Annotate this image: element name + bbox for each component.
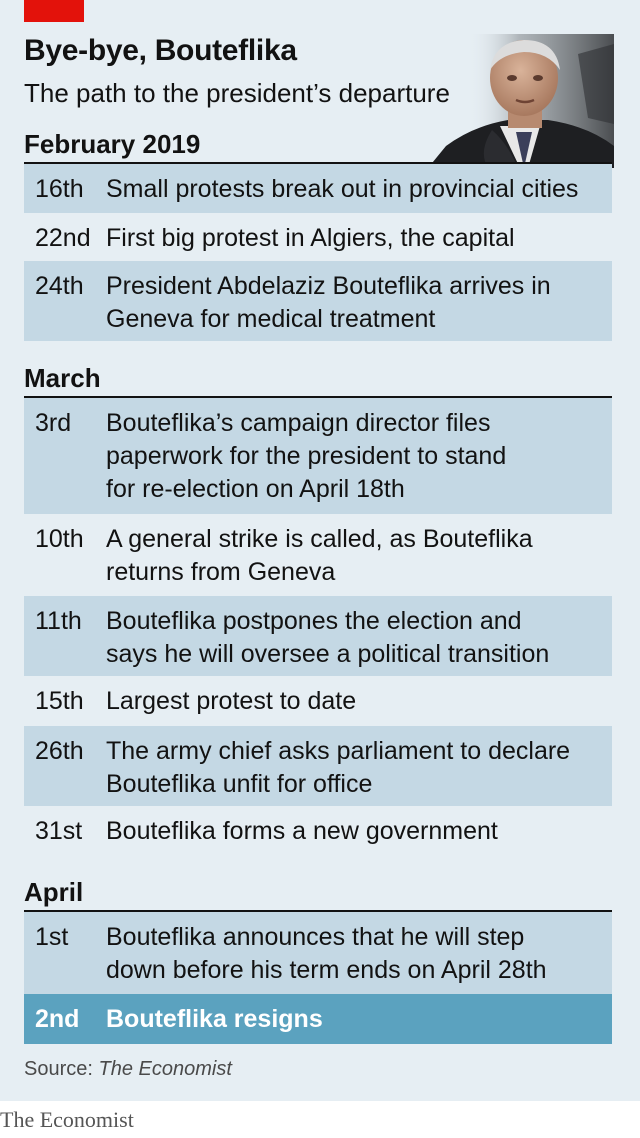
brand-wordmark: The Economist: [0, 1107, 134, 1132]
timeline-row: 11th Bouteflika postpones the election a…: [24, 596, 612, 676]
month-rule: [24, 910, 612, 912]
event-text: A general strike is called, as Bouteflik…: [106, 525, 533, 586]
chart-panel: Bye-bye, Bouteflika The path to the pres…: [0, 0, 640, 1101]
page-title: Bye-bye, Bouteflika: [24, 34, 297, 67]
event-day: 1st: [35, 923, 69, 951]
month-heading: April: [24, 877, 84, 907]
event-day: 3rd: [35, 409, 72, 437]
month-heading: February 2019: [24, 129, 201, 159]
timeline-row: 10th A general strike is called, as Bout…: [24, 514, 612, 596]
timeline-row: 26th The army chief asks parliament to d…: [24, 726, 612, 806]
red-tag: [24, 0, 84, 22]
timeline-row: 1st Bouteflika announces that he will st…: [24, 912, 612, 994]
month-rule: [24, 162, 612, 164]
source-note: Source: The Economist: [24, 1058, 232, 1081]
source-label: Source:: [24, 1058, 99, 1080]
event-text: Bouteflika resigns: [106, 1005, 323, 1033]
event-day: 2nd: [35, 1005, 80, 1033]
event-text: Bouteflika’s campaign director files pape…: [106, 409, 507, 503]
event-text: Bouteflika announces that he will step do…: [106, 923, 547, 984]
event-day: 22nd: [35, 224, 91, 252]
event-text: Small protests break out in provincial c…: [106, 175, 579, 203]
month-rule: [24, 396, 612, 398]
event-day: 10th: [35, 525, 84, 553]
event-day: 31st: [35, 817, 83, 845]
timeline-row: 3rd Bouteflika’s campaign director files…: [24, 398, 612, 514]
event-day: 11th: [35, 607, 82, 635]
president-portrait: [428, 34, 614, 168]
timeline-row: 15th Largest protest to date: [24, 676, 612, 726]
event-text: Bouteflika forms a new government: [106, 817, 498, 845]
source-publication: The Economist: [98, 1058, 232, 1080]
month-heading: March: [24, 363, 101, 393]
timeline-row-highlight: 2nd Bouteflika resigns: [24, 994, 612, 1044]
event-text: The army chief asks parliament to declar…: [106, 737, 571, 798]
timeline-row: 31st Bouteflika forms a new government: [24, 806, 612, 858]
month-march: March 3rd Bouteflika’s campaign director…: [24, 362, 612, 858]
event-text: Bouteflika postpones the election and say…: [106, 607, 550, 668]
event-day: 15th: [35, 687, 84, 715]
event-text: Largest protest to date: [106, 687, 357, 715]
timeline-row: 24th President Abdelaziz Bouteflika arri…: [24, 261, 612, 341]
event-text: First big protest in Algiers, the capita…: [106, 224, 515, 252]
event-day: 24th: [35, 272, 84, 300]
timeline-row: 16th Small protests break out in provinc…: [24, 164, 612, 213]
page-subtitle: The path to the president’s departure: [24, 78, 450, 108]
timeline-row: 22nd First big protest in Algiers, the c…: [24, 213, 612, 261]
event-day: 16th: [35, 175, 84, 203]
month-february: February 2019 16th Small protests break …: [24, 128, 612, 341]
month-april: April 1st Bouteflika announces that he w…: [24, 876, 612, 1044]
event-text: President Abdelaziz Bouteflika arrives i…: [106, 272, 551, 333]
event-day: 26th: [35, 737, 84, 765]
